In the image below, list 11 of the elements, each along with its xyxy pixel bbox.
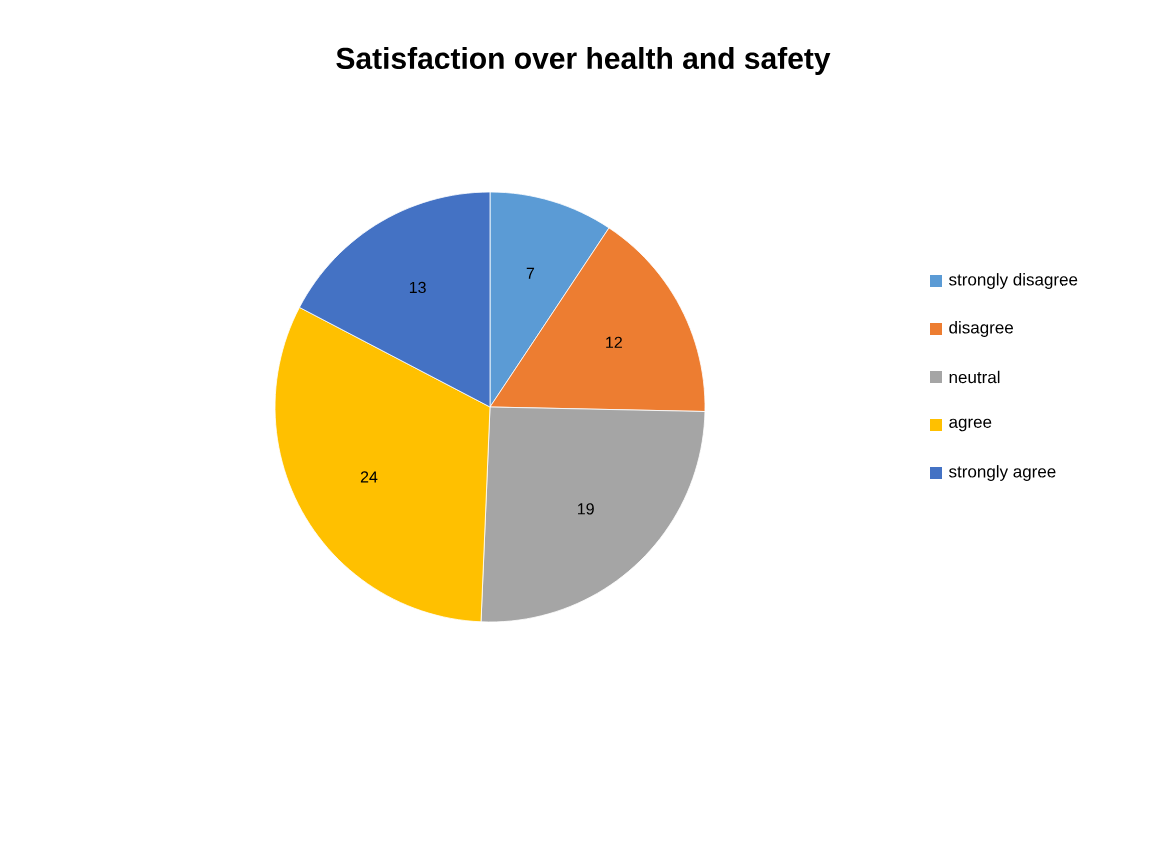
legend-label: strongly agree — [949, 465, 1056, 481]
legend-label: agree — [949, 418, 992, 432]
chart-title: Satisfaction over health and safety — [336, 47, 831, 75]
data-label: 19 — [578, 503, 594, 515]
data-label: 7 — [526, 267, 535, 279]
data-label: 12 — [606, 336, 622, 348]
legend-label: strongly disagree — [949, 273, 1078, 289]
data-label: 13 — [409, 281, 426, 294]
legend-label: disagree — [949, 321, 1013, 337]
legend-label: neutral — [949, 370, 1000, 384]
data-label: 24 — [360, 471, 378, 483]
